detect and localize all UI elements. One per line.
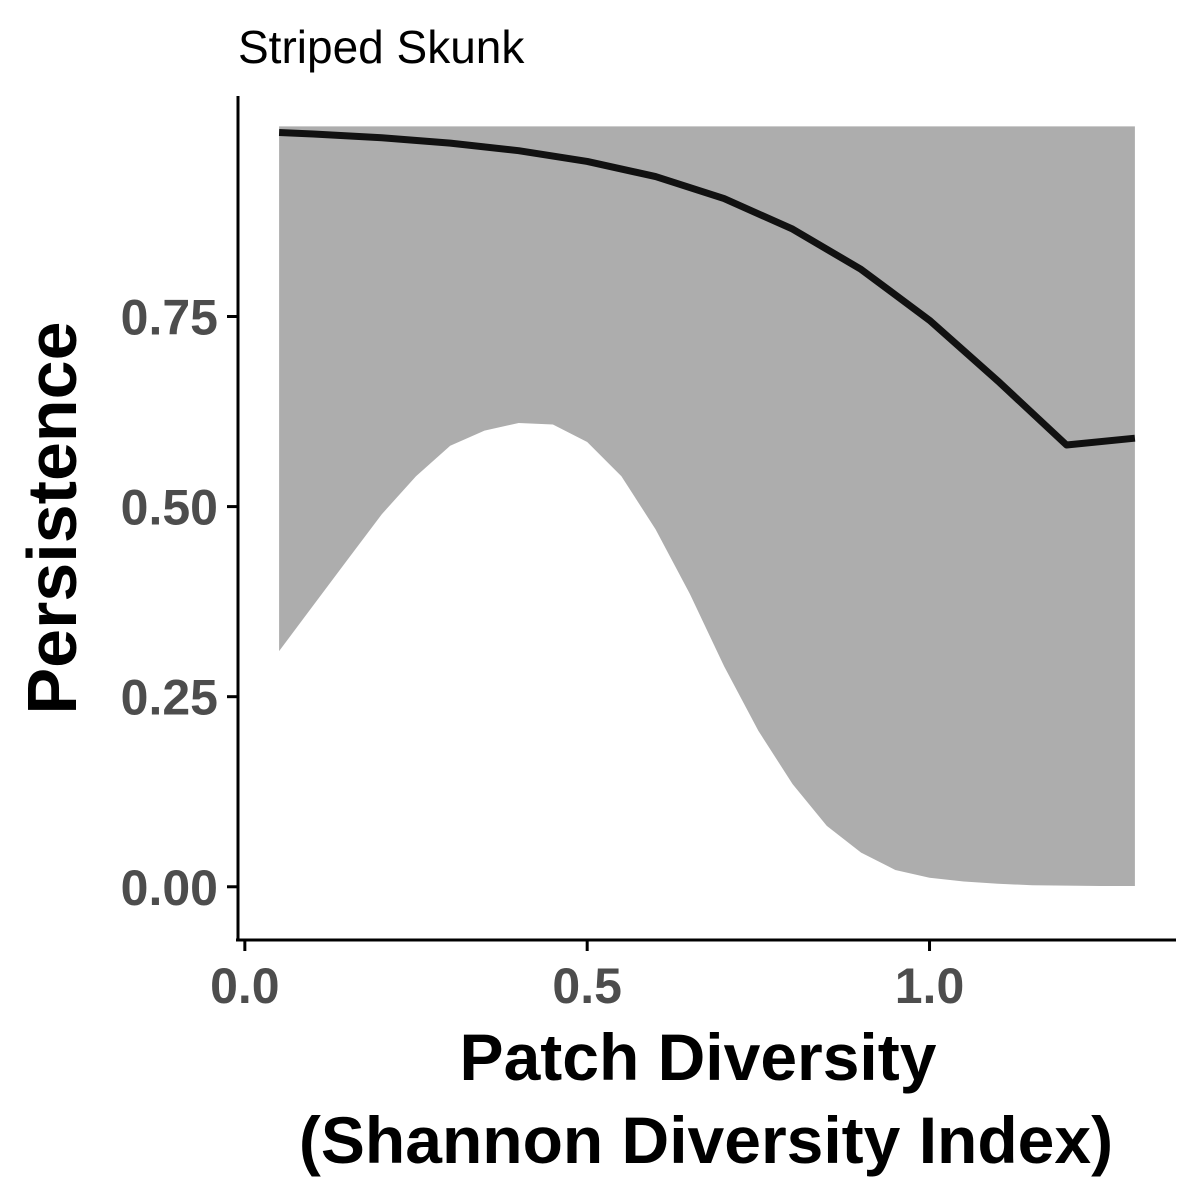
x-axis-title-line-2: (Shannon Diversity Index) [299,1103,1113,1177]
x-tick-label: 0.0 [210,958,280,1014]
x-tick-label: 0.5 [552,958,622,1014]
y-tick-label: 0.50 [121,480,218,536]
y-tick-label: 0.00 [121,860,218,916]
y-tick-label: 0.75 [121,290,218,346]
confidence-ribbon [279,126,1135,886]
series-line-0 [278,129,1136,449]
ticks-layer: 0.0 0.5 1.0 0.00 0.25 0.50 0.75 [121,290,965,1014]
y-tick-label: 0.25 [121,670,218,726]
chart-title: Striped Skunk [238,21,525,73]
x-axis-title-line-1: Patch Diversity [460,1020,937,1094]
confidence-ribbon-layer [279,126,1135,886]
trend-line-layer [278,129,1136,449]
y-axis-title: Persistence [13,321,91,714]
x-tick-label: 1.0 [895,958,965,1014]
